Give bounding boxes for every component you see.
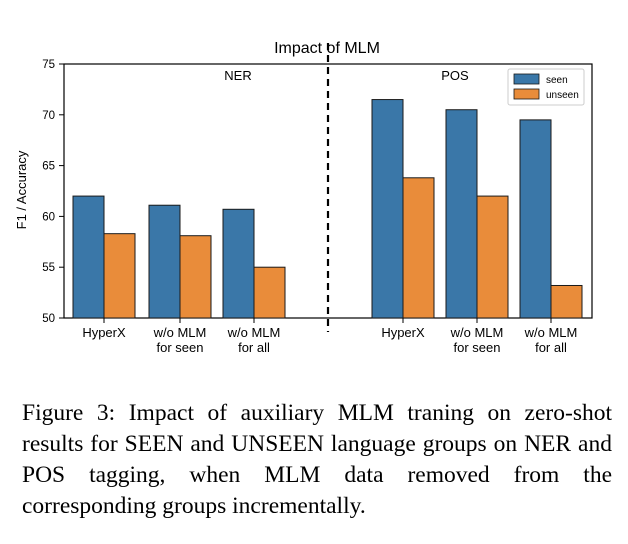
caption-prefix: Figure 3: Impact of auxiliary MLM tranin… xyxy=(22,400,612,457)
x-tick-label: HyperX xyxy=(82,325,126,340)
x-tick-label-line: HyperX xyxy=(82,325,126,340)
plot-frame xyxy=(63,63,593,319)
y-tick-label: 50 xyxy=(42,313,55,325)
bar-seen xyxy=(371,99,404,319)
legend-swatch-seen xyxy=(513,73,540,85)
x-tick-label-line: w/o MLM xyxy=(227,325,281,340)
bar-unseen xyxy=(103,233,136,319)
y-tick-label: 55 xyxy=(42,262,55,274)
bar-unseen xyxy=(179,235,212,319)
x-tick-label-line: for seen xyxy=(454,340,501,355)
figure-caption: Figure 3: Impact of auxiliary MLM tranin… xyxy=(22,398,612,522)
y-axis-label: F1 / Accuracy xyxy=(14,150,29,229)
x-tick-label-line: w/o MLM xyxy=(524,325,578,340)
bar-seen xyxy=(222,208,255,319)
bar-unseen xyxy=(402,177,435,319)
caption-seen: SEEN xyxy=(124,431,184,457)
y-tick-label: 70 xyxy=(42,110,55,122)
y-tick-label: 65 xyxy=(42,161,55,173)
caption-suffix: language groups on NER and POS tagging, … xyxy=(22,431,612,519)
x-tick-label-line: for all xyxy=(535,340,567,355)
x-tick-label-line: for seen xyxy=(157,340,204,355)
x-tick-label: w/o MLM for all xyxy=(227,325,281,355)
x-tick-label-line: w/o MLM xyxy=(450,325,504,340)
x-tick-label-line: HyperX xyxy=(381,325,425,340)
legend-label-seen: seen xyxy=(546,75,568,86)
x-tick-label-line: for all xyxy=(238,340,270,355)
caption-middle: and xyxy=(183,431,232,457)
x-tick-label: w/o MLM for seen xyxy=(450,325,504,355)
bar-unseen xyxy=(253,266,286,319)
y-tick-label: 60 xyxy=(42,211,55,223)
bar-unseen xyxy=(550,284,583,319)
bar-seen xyxy=(72,195,105,319)
x-tick-label: w/o MLM for seen xyxy=(153,325,207,355)
bar-seen xyxy=(519,119,552,319)
y-tick-label: 75 xyxy=(42,59,55,71)
bar-seen xyxy=(148,204,181,319)
legend-label-unseen: unseen xyxy=(546,90,579,101)
panel-label-pos: POS xyxy=(441,68,469,83)
panel-label-ner: NER xyxy=(224,68,251,83)
mlm-impact-chart: Impact of MLM F1 / Accuracy 505560657075… xyxy=(14,40,593,355)
bar-seen xyxy=(445,109,478,319)
legend-swatch-unseen xyxy=(513,88,540,100)
x-tick-label: HyperX xyxy=(381,325,425,340)
bar-unseen xyxy=(476,195,509,319)
x-tick-label-line: w/o MLM xyxy=(153,325,207,340)
caption-unseen: UNSEEN xyxy=(231,431,324,457)
x-tick-label: w/o MLM for all xyxy=(524,325,578,355)
